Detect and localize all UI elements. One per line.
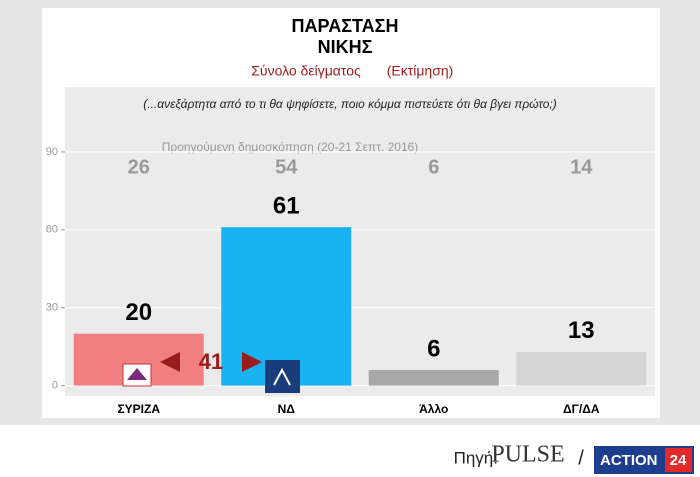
value-label: 20 (125, 299, 152, 326)
gap-label: 41 (199, 349, 223, 374)
source-label: Πηγή: (454, 448, 498, 467)
question: (...ανεξάρτητα από το τι θα ψηφίσετε, πο… (143, 97, 556, 111)
previous-label: Προηγούμενη δημοσκόπηση (20-21 Σεπτ. 201… (162, 140, 419, 154)
nd-logo-mark (273, 367, 291, 386)
bar (368, 370, 499, 386)
title: ΠΑΡΑΣΤΑΣΗ (292, 16, 399, 36)
previous-value: 6 (428, 156, 439, 178)
value-label: 13 (568, 317, 595, 344)
syriza-logo-mark (127, 368, 147, 380)
footer: Πηγή: PULSE / ACTION 24 (454, 442, 694, 474)
bar (516, 351, 647, 386)
action-text: ACTION (600, 452, 658, 469)
action-badge (665, 448, 692, 472)
y-tick-label: 60 (46, 224, 58, 236)
value-label: 6 (427, 335, 440, 362)
gap-arrow-right (242, 352, 262, 372)
previous-value: 14 (570, 156, 593, 178)
previous-value: 26 (128, 156, 150, 178)
subtitle: Σύνολο δείγματος (251, 63, 361, 79)
x-tick-label: ΔΓ/ΔΑ (563, 402, 600, 416)
pulse-logo: PULSE (491, 442, 564, 468)
y-tick-label: 30 (46, 302, 58, 314)
x-tick-label: ΝΔ (278, 402, 296, 416)
value-label: 61 (273, 193, 300, 220)
action-number: 24 (670, 452, 687, 469)
x-tick-label: Άλλο (419, 402, 448, 416)
nd-logo (265, 360, 300, 393)
y-tick-label: 90 (46, 146, 58, 158)
separator: / (578, 447, 584, 469)
title: ΝΙΚΗΣ (318, 37, 373, 57)
subtitle-note: (Εκτίμηση) (387, 63, 454, 79)
previous-value: 54 (275, 156, 298, 178)
y-tick-label: 0 (52, 380, 58, 392)
x-tick-label: ΣΥΡΙΖΑ (117, 402, 160, 416)
gap-arrow-left (160, 352, 180, 372)
